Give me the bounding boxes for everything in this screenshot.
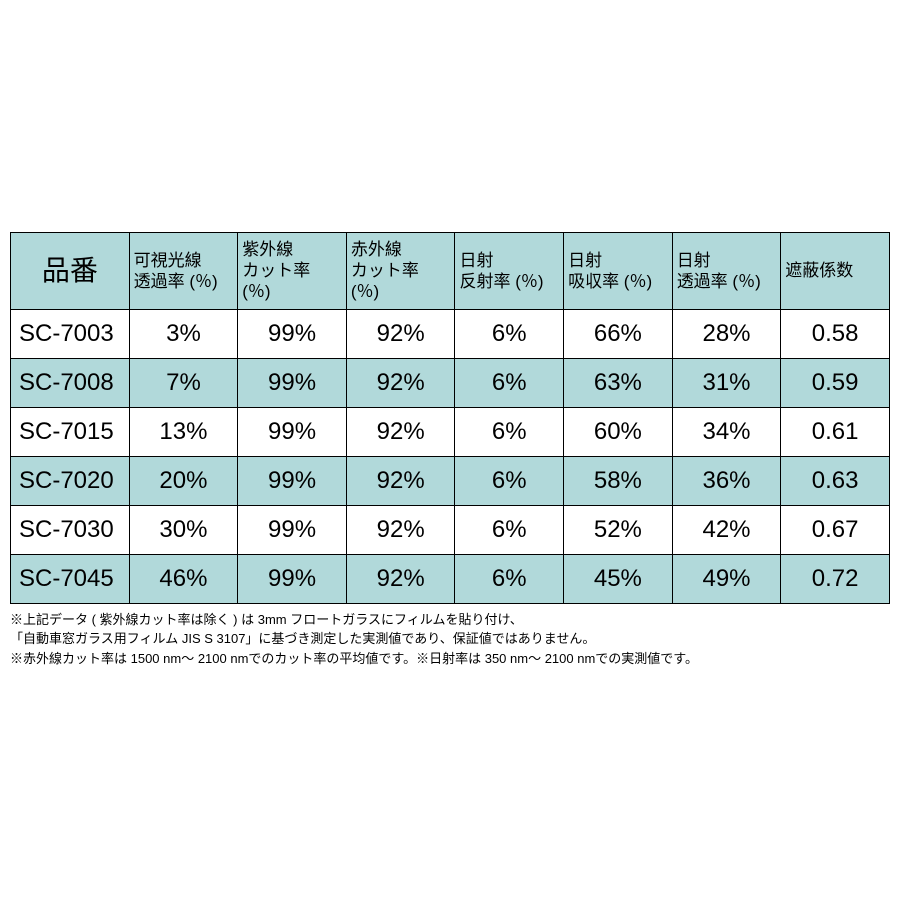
value-cell: 92% (346, 309, 455, 358)
col-header-transmit: 日射透過率 (％) (672, 232, 781, 309)
value-cell: 99% (238, 554, 347, 603)
col-header-shading: 遮蔽係数 (781, 232, 890, 309)
value-cell: 99% (238, 456, 347, 505)
value-cell: 92% (346, 456, 455, 505)
value-cell: 6% (455, 407, 564, 456)
product-cell: SC-7020 (11, 456, 130, 505)
spec-table: 品番 可視光線透過率 (％) 紫外線カット率 (％) 赤外線カット率 (％) 日… (10, 232, 890, 604)
value-cell: 6% (455, 505, 564, 554)
content-wrapper: 品番 可視光線透過率 (％) 紫外線カット率 (％) 赤外線カット率 (％) 日… (10, 232, 890, 668)
value-cell: 20% (129, 456, 238, 505)
col-header-ir: 赤外線カット率 (％) (346, 232, 455, 309)
product-cell: SC-7045 (11, 554, 130, 603)
col-header-product: 品番 (11, 232, 130, 309)
value-cell: 63% (564, 358, 673, 407)
value-cell: 92% (346, 407, 455, 456)
notes: ※上記データ ( 紫外線カット率は除く ) は 3mm フロートガラスにフィルム… (10, 610, 890, 669)
col-header-reflect: 日射反射率 (％) (455, 232, 564, 309)
value-cell: 31% (672, 358, 781, 407)
value-cell: 3% (129, 309, 238, 358)
value-cell: 42% (672, 505, 781, 554)
value-cell: 7% (129, 358, 238, 407)
table-row: SC-70087%99%92%6%63%31%0.59 (11, 358, 890, 407)
product-cell: SC-7008 (11, 358, 130, 407)
value-cell: 58% (564, 456, 673, 505)
value-cell: 28% (672, 309, 781, 358)
value-cell: 66% (564, 309, 673, 358)
value-cell: 46% (129, 554, 238, 603)
value-cell: 6% (455, 358, 564, 407)
value-cell: 0.58 (781, 309, 890, 358)
value-cell: 92% (346, 358, 455, 407)
col-header-uv: 紫外線カット率 (％) (238, 232, 347, 309)
value-cell: 99% (238, 358, 347, 407)
value-cell: 0.61 (781, 407, 890, 456)
value-cell: 52% (564, 505, 673, 554)
value-cell: 0.63 (781, 456, 890, 505)
value-cell: 6% (455, 309, 564, 358)
table-row: SC-70033%99%92%6%66%28%0.58 (11, 309, 890, 358)
table-body: SC-70033%99%92%6%66%28%0.58SC-70087%99%9… (11, 309, 890, 603)
table-row: SC-702020%99%92%6%58%36%0.63 (11, 456, 890, 505)
table-row: SC-703030%99%92%6%52%42%0.67 (11, 505, 890, 554)
value-cell: 0.72 (781, 554, 890, 603)
value-cell: 99% (238, 309, 347, 358)
value-cell: 99% (238, 505, 347, 554)
product-cell: SC-7030 (11, 505, 130, 554)
table-row: SC-704546%99%92%6%45%49%0.72 (11, 554, 890, 603)
table-header-row: 品番 可視光線透過率 (％) 紫外線カット率 (％) 赤外線カット率 (％) 日… (11, 232, 890, 309)
value-cell: 0.59 (781, 358, 890, 407)
value-cell: 99% (238, 407, 347, 456)
value-cell: 0.67 (781, 505, 890, 554)
value-cell: 49% (672, 554, 781, 603)
value-cell: 60% (564, 407, 673, 456)
value-cell: 92% (346, 554, 455, 603)
value-cell: 6% (455, 456, 564, 505)
table-row: SC-701513%99%92%6%60%34%0.61 (11, 407, 890, 456)
value-cell: 30% (129, 505, 238, 554)
value-cell: 45% (564, 554, 673, 603)
value-cell: 13% (129, 407, 238, 456)
product-cell: SC-7015 (11, 407, 130, 456)
note-line: ※赤外線カット率は 1500 nm～ 2100 nmでのカット率の平均値です。※… (10, 649, 890, 669)
product-cell: SC-7003 (11, 309, 130, 358)
value-cell: 36% (672, 456, 781, 505)
value-cell: 34% (672, 407, 781, 456)
col-header-absorb: 日射吸収率 (％) (564, 232, 673, 309)
note-line: ※上記データ ( 紫外線カット率は除く ) は 3mm フロートガラスにフィルム… (10, 610, 890, 630)
note-line: 「自動車窓ガラス用フィルム JIS S 3107」に基づき測定した実測値であり、… (10, 629, 890, 649)
col-header-visible: 可視光線透過率 (％) (129, 232, 238, 309)
value-cell: 92% (346, 505, 455, 554)
value-cell: 6% (455, 554, 564, 603)
